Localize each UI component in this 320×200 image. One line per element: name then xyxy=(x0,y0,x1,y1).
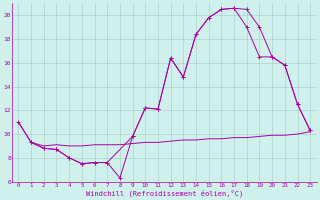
X-axis label: Windchill (Refroidissement éolien,°C): Windchill (Refroidissement éolien,°C) xyxy=(86,189,243,197)
